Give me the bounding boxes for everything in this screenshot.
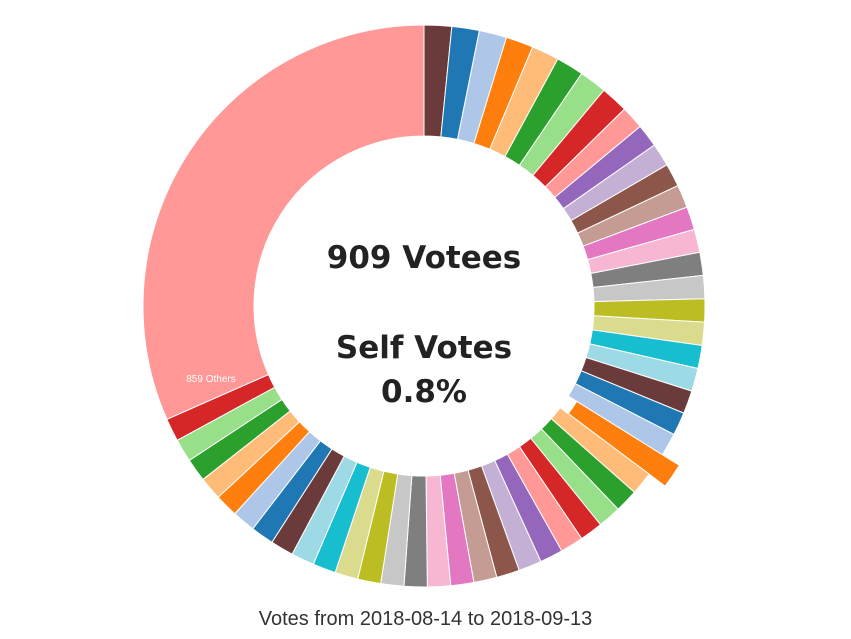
self-votes-percent: 0.8% bbox=[381, 374, 467, 410]
others-slice-label: 859 Others bbox=[186, 374, 235, 385]
self-votes-label: Self Votes bbox=[336, 330, 512, 366]
chart-caption: Votes from 2018-08-14 to 2018-09-13 bbox=[258, 608, 593, 630]
donut-chart: 859 Others 909 Votees Self Votes 0.8% bbox=[142, 24, 706, 588]
donut-slice-24[interactable] bbox=[567, 383, 675, 456]
donut-slices bbox=[142, 24, 706, 588]
votee-count: 909 Votees bbox=[327, 240, 521, 276]
others-slice[interactable] bbox=[142, 24, 425, 420]
